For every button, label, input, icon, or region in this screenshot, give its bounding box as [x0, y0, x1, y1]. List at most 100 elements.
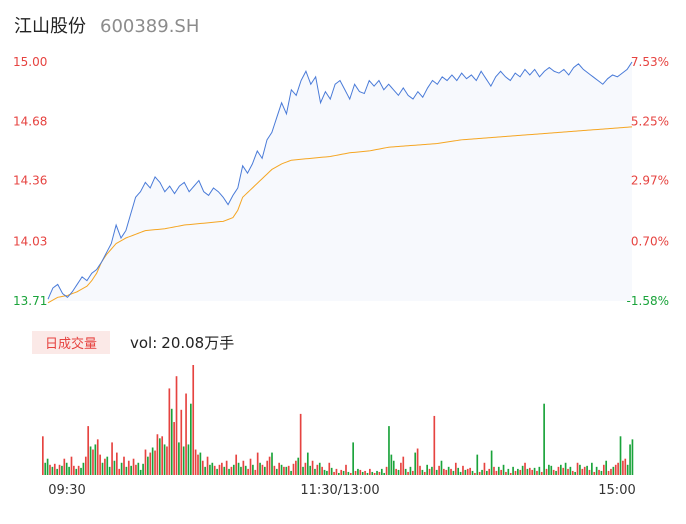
volume-bar	[326, 470, 328, 475]
volume-bar	[349, 472, 352, 475]
volume-bar	[579, 464, 581, 475]
volume-bar	[249, 458, 252, 475]
volume-bar	[297, 457, 300, 475]
volume-bar	[283, 466, 285, 475]
volume-bar	[68, 466, 70, 475]
volume-bar	[237, 462, 240, 475]
avg-price-line	[47, 126, 633, 304]
volume-bar	[524, 462, 526, 475]
volume-bar	[471, 470, 474, 475]
volume-bar	[550, 465, 553, 475]
volume-bar	[495, 470, 498, 475]
volume-bar	[149, 452, 152, 475]
volume-readout: vol: 20.08万手	[130, 332, 234, 353]
volume-bar	[457, 467, 460, 475]
volume-bar	[390, 454, 393, 475]
volume-bar	[610, 468, 612, 475]
volume-bar	[259, 462, 261, 475]
volume-bar	[323, 469, 326, 475]
volume-bar	[462, 465, 464, 475]
volume-bar	[187, 444, 190, 475]
volume-bar	[242, 460, 245, 475]
volume-bar	[123, 456, 125, 475]
volume-bar	[154, 450, 156, 475]
volume-bar	[560, 464, 562, 475]
volume-bar	[543, 403, 545, 475]
volume-bar	[474, 472, 476, 475]
volume-bar	[373, 472, 376, 475]
volume-bar	[602, 464, 605, 475]
volume-bar	[147, 456, 149, 475]
volume-bar	[182, 446, 185, 475]
volume-bar	[438, 465, 440, 475]
volume-bar	[137, 462, 140, 475]
volume-bar	[378, 471, 381, 475]
volume-bar	[552, 469, 555, 475]
volume-bar	[49, 464, 51, 475]
volume-bar	[84, 456, 87, 475]
volume-bar	[170, 408, 173, 475]
volume-bar	[333, 471, 335, 475]
volume-bar	[586, 465, 588, 475]
price-line	[47, 61, 633, 300]
volume-bar	[125, 466, 128, 475]
volume-bar	[423, 471, 426, 475]
y-tick-left: 14.68	[13, 114, 47, 128]
volume-bar	[135, 464, 137, 475]
volume-bar	[359, 469, 362, 475]
volume-bar	[562, 467, 565, 475]
volume-bar	[507, 468, 510, 475]
volume-bar	[190, 403, 192, 475]
volume-bar	[538, 466, 541, 475]
volume-bar	[409, 466, 412, 475]
volume-tab[interactable]: 日成交量	[32, 331, 110, 354]
y-tick-left: 15.00	[13, 55, 47, 69]
y-tick-left: 14.03	[13, 235, 47, 249]
volume-bar	[519, 469, 522, 475]
volume-bar	[619, 436, 622, 475]
volume-bar	[581, 468, 584, 475]
volume-bar	[540, 471, 543, 475]
volume-bar	[502, 464, 505, 475]
volume-bar	[414, 452, 417, 475]
volume-bar	[404, 468, 407, 475]
volume-bar	[194, 449, 197, 475]
volume-bar	[290, 470, 292, 475]
volume-bar	[395, 468, 397, 475]
volume-bar	[440, 460, 443, 475]
volume-bar	[419, 465, 421, 475]
volume-bar	[591, 462, 593, 475]
stock-name: 江山股份	[14, 16, 86, 37]
volume-bar	[397, 469, 400, 475]
price-area	[48, 62, 632, 301]
volume-bar	[340, 469, 343, 475]
volume-bar	[452, 470, 455, 475]
volume-bar	[271, 452, 273, 475]
volume-bar	[111, 442, 113, 475]
volume-bar	[514, 470, 517, 475]
volume-bar	[223, 466, 226, 475]
volume-tab-label: 日成交量	[44, 337, 97, 352]
volume-bar	[478, 471, 481, 475]
volume-bar	[459, 471, 462, 475]
volume-bar	[173, 422, 175, 475]
volume-bar	[607, 470, 610, 475]
volume-bar	[161, 436, 164, 475]
volume-readout-value: 20.08万手	[161, 334, 235, 352]
volume-bar	[44, 462, 47, 475]
volume-bar	[416, 448, 419, 475]
volume-bar	[180, 409, 183, 475]
volume-bar	[490, 450, 493, 475]
volume-bar	[330, 467, 333, 475]
volume-bar	[531, 469, 534, 475]
volume-bar	[209, 464, 211, 475]
volume-bar	[445, 469, 448, 475]
volume-bar	[94, 444, 97, 475]
volume-bar	[230, 466, 233, 475]
volume-bar	[132, 458, 135, 475]
volume-bar	[595, 466, 598, 475]
volume-bar	[108, 466, 111, 475]
volume-bar	[151, 447, 154, 475]
volume-bar	[464, 469, 467, 475]
volume-bar	[244, 465, 247, 475]
